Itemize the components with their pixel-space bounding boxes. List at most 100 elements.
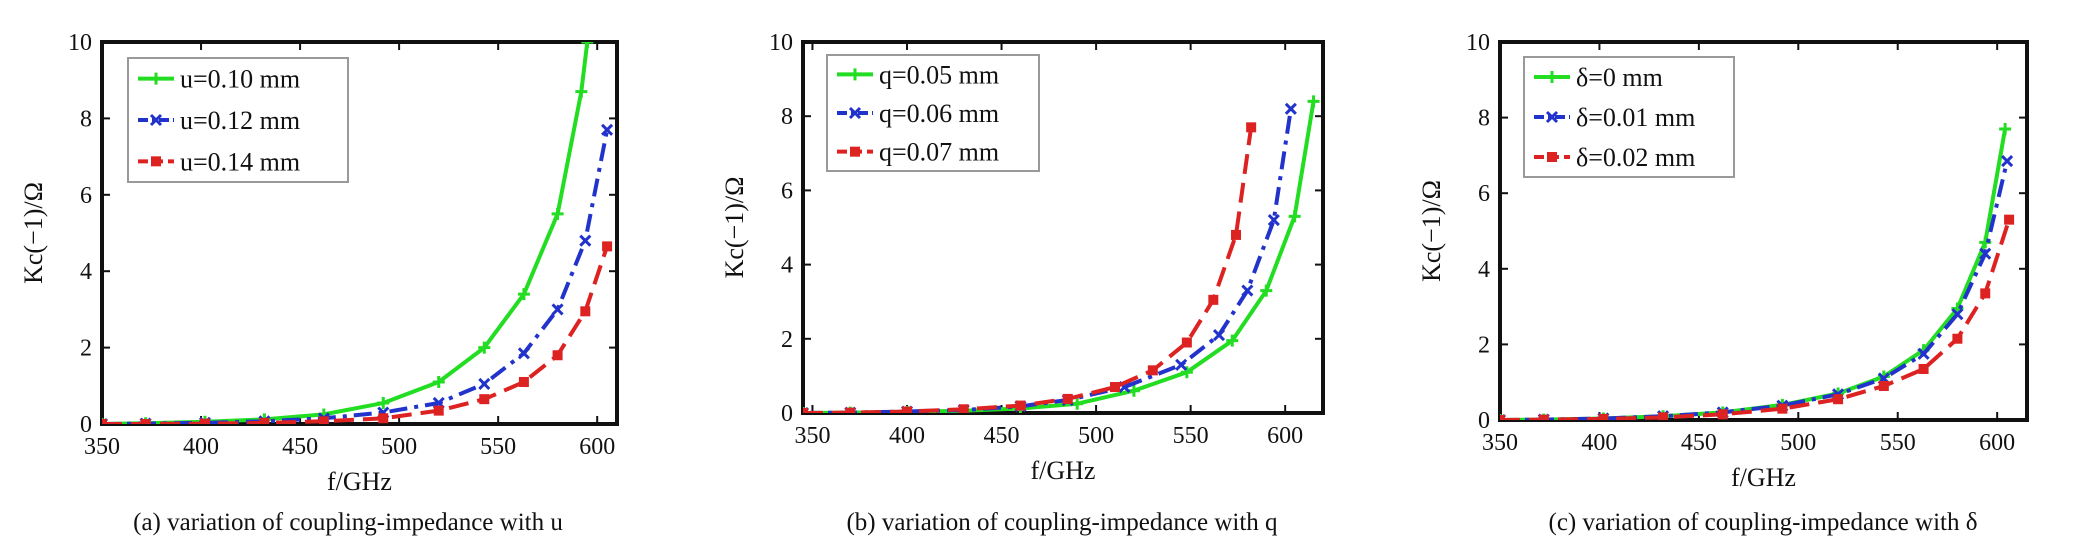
legend-swatch-marker bbox=[150, 72, 162, 85]
legend-swatch-marker bbox=[1546, 71, 1558, 83]
legend-entry-label: q=0.06 mm bbox=[879, 99, 999, 128]
x-tick-label: 600 bbox=[1979, 430, 2015, 456]
legend-swatch-marker bbox=[1545, 110, 1559, 124]
data-point bbox=[1180, 366, 1193, 379]
data-point bbox=[200, 418, 210, 424]
panel-caption: (a) variation of coupling-impedance with… bbox=[133, 509, 563, 536]
x-tick-label: 500 bbox=[1078, 423, 1114, 449]
y-axis-label: Kc(−1)/Ω bbox=[1417, 180, 1446, 282]
chart-panel-3: 350 400 450 500 550 600 0 2 4 6 8 10 f/GHz Kc(−1)/Ω δ=… bbox=[1417, 30, 2029, 536]
legend-swatch-marker bbox=[850, 146, 860, 157]
data-point bbox=[581, 42, 594, 48]
legend-entry-label: δ=0.01 mm bbox=[1576, 103, 1695, 132]
x-tick-label: 450 bbox=[282, 434, 318, 460]
data-point bbox=[1833, 394, 1844, 405]
y-tick-label: 8 bbox=[1478, 106, 1490, 132]
y-axis-label: Kc(−1)/Ω bbox=[720, 177, 749, 279]
x-tick-label: 350 bbox=[1482, 430, 1518, 456]
x-tick-label: 550 bbox=[480, 434, 516, 460]
chart-panel-2: 350 400 450 500 550 600 0 2 4 6 8 10 f/GHz Kc(−1)/Ω q=… bbox=[720, 30, 1325, 536]
y-tick-label: 6 bbox=[80, 183, 92, 209]
data-point bbox=[433, 405, 444, 416]
y-tick-label: 6 bbox=[781, 178, 793, 204]
data-point bbox=[1288, 210, 1301, 223]
y-tick-label: 8 bbox=[781, 104, 793, 130]
data-point bbox=[478, 341, 491, 354]
data-point bbox=[1267, 214, 1280, 227]
legend-swatch-marker bbox=[849, 68, 861, 81]
y-tick-label: 4 bbox=[80, 259, 92, 285]
data-point bbox=[1777, 403, 1788, 414]
series-3 bbox=[803, 122, 1257, 413]
legend: δ=0 mm δ=0.01 mm δ=0.02 mm bbox=[1523, 56, 1735, 178]
series-3 bbox=[1500, 214, 2015, 420]
data-point bbox=[958, 404, 969, 413]
x-tick-label: 600 bbox=[1267, 423, 1303, 449]
data-point bbox=[318, 416, 329, 424]
data-point bbox=[1175, 358, 1188, 371]
x-axis-label: f/GHz bbox=[327, 467, 392, 496]
y-tick-label: 10 bbox=[68, 30, 92, 56]
data-point bbox=[517, 288, 530, 301]
data-point bbox=[1951, 308, 1964, 321]
series-line bbox=[1500, 219, 2012, 420]
data-point bbox=[1918, 363, 1929, 374]
data-point bbox=[1231, 229, 1242, 240]
data-point bbox=[517, 347, 530, 360]
data-point bbox=[1952, 333, 1963, 344]
legend-swatch-marker bbox=[848, 106, 862, 120]
data-point bbox=[602, 241, 613, 252]
series-line bbox=[102, 245, 609, 424]
legend-entry-label: u=0.12 mm bbox=[180, 106, 300, 135]
x-tick-label: 350 bbox=[84, 434, 120, 460]
y-tick-label: 2 bbox=[1478, 332, 1490, 358]
data-point bbox=[1917, 347, 1930, 360]
legend-entry-label: u=0.14 mm bbox=[180, 147, 300, 176]
data-point bbox=[378, 413, 389, 424]
data-point bbox=[1999, 122, 2012, 135]
x-tick-label: 500 bbox=[381, 434, 417, 460]
data-point bbox=[1246, 122, 1257, 133]
legend-entry-label: q=0.07 mm bbox=[879, 138, 999, 167]
data-point bbox=[1658, 412, 1669, 420]
data-point bbox=[902, 406, 912, 413]
x-axis-label: f/GHz bbox=[1731, 463, 1796, 492]
y-tick-label: 4 bbox=[781, 253, 793, 279]
data-point bbox=[575, 85, 588, 98]
data-point bbox=[1015, 400, 1026, 411]
data-point bbox=[1147, 365, 1158, 376]
data-point bbox=[1062, 393, 1073, 404]
chart-panel-1: 350 400 450 500 550 600 0 2 4 6 8 10 f/GHz Kc(−1)/Ω u=… bbox=[19, 30, 619, 536]
y-tick-label: 0 bbox=[1478, 408, 1490, 434]
data-point bbox=[102, 419, 107, 424]
data-point bbox=[1260, 284, 1273, 297]
y-tick-label: 10 bbox=[1466, 30, 1490, 56]
data-point bbox=[1717, 409, 1728, 420]
x-tick-label: 400 bbox=[183, 434, 219, 460]
x-tick-label: 400 bbox=[1581, 430, 1617, 456]
data-point bbox=[803, 408, 808, 413]
data-point bbox=[518, 376, 529, 387]
data-point bbox=[845, 407, 856, 413]
legend-swatch-marker bbox=[149, 113, 163, 127]
x-tick-label: 500 bbox=[1780, 430, 1816, 456]
series-line bbox=[102, 129, 610, 424]
y-tick-label: 2 bbox=[80, 336, 92, 362]
legend-entry-label: δ=0.02 mm bbox=[1576, 143, 1695, 172]
y-tick-label: 0 bbox=[781, 401, 793, 427]
legend-swatch-marker bbox=[151, 156, 161, 167]
panel-caption: (b) variation of coupling-impedance with… bbox=[846, 509, 1278, 536]
x-axis-label: f/GHz bbox=[1031, 456, 1096, 485]
x-tick-label: 600 bbox=[579, 434, 615, 460]
y-tick-label: 10 bbox=[769, 30, 793, 56]
y-tick-label: 2 bbox=[781, 327, 793, 353]
x-tick-label: 550 bbox=[1880, 430, 1916, 456]
series-3 bbox=[102, 241, 613, 424]
series-line bbox=[803, 127, 1254, 413]
x-tick-label: 400 bbox=[889, 423, 925, 449]
data-point bbox=[478, 377, 491, 390]
data-point bbox=[1598, 413, 1609, 420]
data-point bbox=[552, 350, 563, 361]
data-point bbox=[579, 234, 592, 247]
legend: q=0.05 mm q=0.06 mm q=0.07 mm bbox=[826, 54, 1040, 172]
